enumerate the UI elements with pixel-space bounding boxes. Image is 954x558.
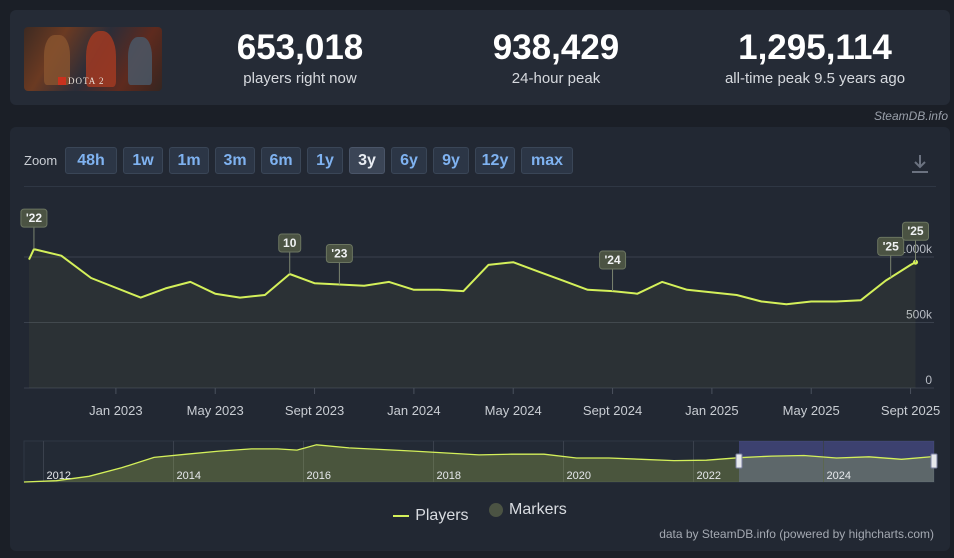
zoom-button-1y[interactable]: 1y [307, 147, 343, 174]
x-tick-label: Jan 2025 [685, 403, 739, 418]
zoom-button-1w[interactable]: 1w [123, 147, 163, 174]
chart-legend: Players Markers [10, 501, 950, 525]
y-tick-label: 500k [906, 308, 933, 322]
navigator-year-label: 2014 [177, 470, 201, 482]
stat-value: 938,429 [492, 28, 620, 67]
navigator-year-label: 2016 [307, 470, 331, 482]
y-tick-label: 1000k [899, 242, 933, 256]
navigator-background [23, 440, 935, 483]
players-line [28, 248, 916, 306]
stat-value: 1,295,114 [738, 28, 892, 67]
zoom-button-9y[interactable]: 9y [433, 147, 469, 174]
navigator-year-label: 2020 [567, 470, 591, 482]
x-tick-label: Sept 2024 [583, 403, 642, 418]
marker-flag [599, 250, 627, 270]
marker-label: '22 [26, 211, 43, 225]
navigator-year-label: 2024 [827, 470, 851, 482]
stat-label: 24-hour peak [511, 70, 601, 87]
hero-figure-right [128, 37, 152, 85]
legend-item-markers[interactable]: Markers [489, 501, 567, 519]
dota-logo-icon [58, 77, 66, 85]
navigator-year-label: 2012 [47, 470, 71, 482]
download-icon[interactable] [910, 153, 930, 175]
navigator-handle-left[interactable] [735, 453, 743, 469]
game-logo-text: DOTA 2 [68, 76, 105, 86]
player-count-chart[interactable]: 0 500k 1000k Jan 2023 May 2023 Sept 2023 Jan 2… [10, 127, 950, 551]
marker-label: '25 [883, 239, 900, 253]
zoom-button-12y[interactable]: 12y [475, 147, 515, 174]
legend-item-players[interactable]: Players [393, 507, 469, 525]
marker-label: '25 [907, 224, 924, 238]
y-tick-label: 0 [925, 373, 932, 387]
zoom-button-3m[interactable]: 3m [215, 147, 255, 174]
zoom-label: Zoom [24, 153, 58, 168]
zoom-button-6y[interactable]: 6y [391, 147, 427, 174]
stat-value: 653,018 [236, 28, 364, 67]
stat-all-time-peak: 1,295,114 all-time peak 9.5 years ago [700, 28, 930, 88]
x-tick-label: Jan 2023 [89, 403, 143, 418]
navigator-area [24, 444, 934, 482]
hero-figure-center [86, 31, 116, 87]
navigator-year-label: 2022 [697, 470, 721, 482]
stat-current-players: 653,018 players right now [200, 28, 400, 88]
zoom-button-1m[interactable]: 1m [169, 147, 209, 174]
players-area [29, 249, 916, 388]
navigator-selection [739, 441, 934, 482]
zoom-button-3y[interactable]: 3y [349, 147, 385, 174]
steamdb-credit-link[interactable]: SteamDB.info [873, 109, 948, 123]
navigator-line [23, 444, 935, 483]
x-tick-label: May 2023 [187, 403, 244, 418]
stat-24h-peak: 938,429 24-hour peak [456, 28, 656, 88]
navigator-year-label: 2018 [437, 470, 461, 482]
x-tick-label: May 2024 [485, 403, 542, 418]
zoom-button-max[interactable]: max [521, 147, 573, 174]
marker-flag [325, 244, 353, 264]
navigator-handle-right[interactable] [930, 453, 938, 469]
marker-flag [902, 221, 930, 241]
marker-label: '24 [604, 253, 621, 267]
x-tick-label: Jan 2024 [387, 403, 441, 418]
marker-label: '23 [331, 247, 348, 261]
stats-panel: DOTA 2 653,018 players right now 938,429… [10, 10, 950, 105]
game-thumbnail[interactable]: DOTA 2 [24, 27, 162, 91]
x-tick-label: May 2025 [783, 403, 840, 418]
players-line-swatch [393, 515, 410, 517]
highcharts-credit[interactable]: data by SteamDB.info (powered by highcha… [659, 527, 934, 541]
marker-flag [278, 233, 302, 253]
legend-label: Players [415, 507, 469, 524]
marker-flag [877, 236, 905, 256]
stat-label: players right now [243, 70, 357, 87]
hero-figure-left [44, 35, 70, 85]
x-tick-label: Sept 2023 [285, 403, 344, 418]
toolbar-divider [24, 186, 936, 187]
marker-flag [20, 208, 48, 228]
zoom-button-48h[interactable]: 48h [65, 147, 117, 174]
legend-label: Markers [509, 501, 567, 518]
stat-label: all-time peak 9.5 years ago [724, 70, 906, 87]
x-tick-label: Sept 2025 [881, 403, 940, 418]
chart-panel: Zoom 48h 1w 1m 3m 6m 1y 3y 6y 9y 12y max 0 500k 1000… [10, 127, 950, 551]
markers-dot-swatch [489, 503, 504, 517]
marker-label: 10 [283, 236, 297, 250]
zoom-button-6m[interactable]: 6m [261, 147, 301, 174]
